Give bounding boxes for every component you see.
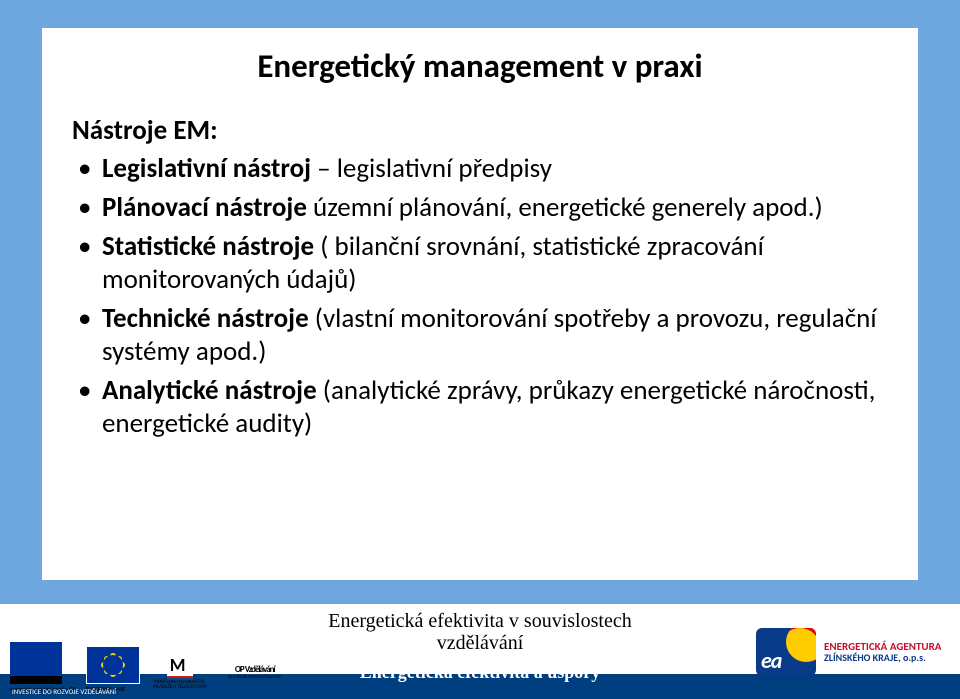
msmt-label: MINISTERSTVO ŠKOLSTVÍ, MLÁDEŽE A TĚLOVÝC… <box>150 680 210 690</box>
content-box: Energetický management v praxi Nástroje … <box>42 28 918 580</box>
ea-text: ENERGETICKÁ AGENTURA ZLÍNSKÉHO KRAJE, o.… <box>824 641 941 663</box>
opvk-logo: OP Vzdělávání pro konkurenceschopnost <box>220 651 290 693</box>
bullet-rest: – legislativní předpisy <box>311 152 552 185</box>
msmt-icon <box>167 654 193 680</box>
bullet-item: Plánovací nástroje územní plánování, ene… <box>72 192 888 225</box>
bullet-bold: Technické nástroje <box>102 302 309 335</box>
slide-title: Energetický management v praxi <box>72 46 888 86</box>
bullet-item: Legislativní nástroj – legislativní před… <box>72 153 888 186</box>
msmt-logo: MINISTERSTVO ŠKOLSTVÍ, MLÁDEŽE A TĚLOVÝC… <box>150 651 210 693</box>
bullet-bold: Legislativní nástroj <box>102 152 311 185</box>
footer: Energetická efektivita v souvislostech v… <box>0 604 960 699</box>
bullet-bold: Plánovací nástroje <box>102 191 307 224</box>
eu-flag-icon <box>86 646 140 684</box>
slide: Energetický management v praxi Nástroje … <box>0 0 960 699</box>
esf-flag-icon <box>10 642 62 684</box>
bullet-bold: Analytické nástroje <box>102 374 317 407</box>
ea-badge-icon: ea <box>756 628 816 676</box>
ea-line2: ZLÍNSKÉHO KRAJE, o.p.s. <box>824 653 941 664</box>
bullet-item: Technické nástroje (vlastní monitorování… <box>72 303 888 369</box>
logo-right: ea ENERGETICKÁ AGENTURA ZLÍNSKÉHO KRAJE,… <box>756 621 946 683</box>
esf-logo: evropský sociální fond v ČR <box>10 642 76 693</box>
opvk-sub: pro konkurenceschopnost <box>228 675 280 680</box>
bullet-item: Analytické nástroje (analytické zprávy, … <box>72 375 888 441</box>
subhead: Nástroje EM: <box>72 114 888 147</box>
ea-badge-text: ea <box>761 647 781 674</box>
logos-left: evropský sociální fond v ČR EVROPSKÁ UNI… <box>10 613 290 693</box>
eu-logo: EVROPSKÁ UNIE <box>86 646 140 693</box>
bullet-rest: územní plánování, energetické generely a… <box>307 191 823 224</box>
left-caption: INVESTICE DO ROZVOJE VZDĚLÁVÁNÍ <box>12 687 116 696</box>
bullet-item: Statistické nástroje ( bilanční srovnání… <box>72 231 888 297</box>
bullet-bold: Statistické nástroje <box>102 230 314 263</box>
bullet-list: Legislativní nástroj – legislativní před… <box>72 153 888 441</box>
